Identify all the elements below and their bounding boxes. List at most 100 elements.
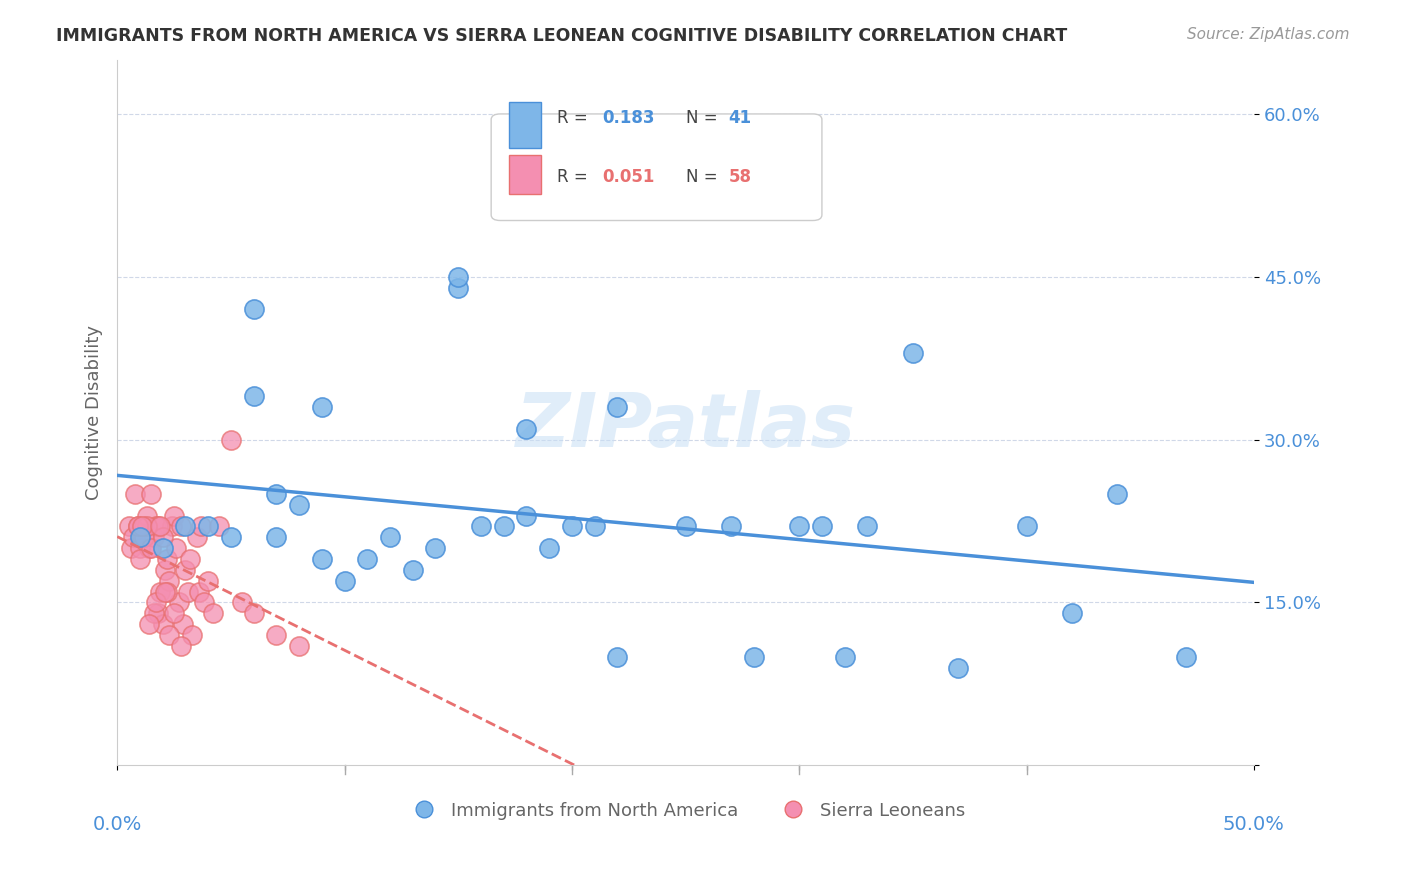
Point	[447, 280, 470, 294]
Point	[231, 595, 253, 609]
Point	[425, 541, 447, 556]
Point	[856, 519, 879, 533]
Point	[129, 541, 152, 556]
Point	[129, 530, 152, 544]
Point	[242, 389, 264, 403]
Point	[146, 607, 169, 621]
Point	[174, 519, 197, 533]
Point	[242, 607, 264, 621]
FancyBboxPatch shape	[491, 114, 823, 220]
Point	[141, 541, 163, 556]
Point	[163, 607, 186, 621]
Text: 0.0%: 0.0%	[93, 814, 142, 834]
Point	[208, 519, 231, 533]
Point	[188, 584, 211, 599]
Point	[219, 530, 242, 544]
Point	[720, 519, 742, 533]
Text: N =: N =	[686, 109, 723, 128]
Point	[120, 541, 142, 556]
Point	[153, 563, 176, 577]
Text: 0.051: 0.051	[603, 169, 655, 186]
Point	[174, 563, 197, 577]
Point	[145, 519, 167, 533]
Point	[124, 487, 146, 501]
Point	[135, 519, 157, 533]
Point	[356, 552, 378, 566]
Point	[167, 595, 190, 609]
Point	[172, 617, 194, 632]
Text: R =: R =	[557, 109, 593, 128]
Point	[170, 639, 193, 653]
Point	[311, 552, 333, 566]
Point	[288, 639, 311, 653]
Point	[129, 552, 152, 566]
Point	[219, 433, 242, 447]
Point	[402, 563, 425, 577]
Y-axis label: Cognitive Disability: Cognitive Disability	[86, 325, 103, 500]
Point	[811, 519, 834, 533]
Point	[787, 519, 810, 533]
Point	[160, 519, 183, 533]
Point	[163, 508, 186, 523]
Point	[538, 541, 561, 556]
Text: ZIPatlas: ZIPatlas	[516, 390, 855, 463]
Point	[131, 530, 153, 544]
Point	[197, 519, 219, 533]
Point	[152, 530, 174, 544]
Point	[131, 519, 153, 533]
Point	[742, 649, 765, 664]
Point	[266, 530, 288, 544]
Text: IMMIGRANTS FROM NORTH AMERICA VS SIERRA LEONEAN COGNITIVE DISABILITY CORRELATION: IMMIGRANTS FROM NORTH AMERICA VS SIERRA …	[56, 27, 1067, 45]
Text: 50.0%: 50.0%	[1223, 814, 1285, 834]
Point	[156, 584, 179, 599]
Point	[583, 519, 606, 533]
Point	[378, 530, 401, 544]
Point	[127, 519, 149, 533]
Point	[153, 584, 176, 599]
Point	[152, 541, 174, 556]
Point	[138, 541, 160, 556]
Point	[138, 617, 160, 632]
Point	[1015, 519, 1038, 533]
Point	[675, 519, 697, 533]
Point	[333, 574, 356, 588]
Point	[606, 649, 628, 664]
Point	[141, 487, 163, 501]
Bar	[509, 102, 541, 148]
Point	[242, 302, 264, 317]
Point	[901, 345, 924, 359]
Point	[492, 519, 515, 533]
Point	[152, 617, 174, 632]
Point	[117, 519, 139, 533]
Point	[149, 519, 172, 533]
Point	[186, 530, 208, 544]
Point	[170, 519, 193, 533]
Point	[156, 552, 179, 566]
Point	[515, 508, 537, 523]
Point	[159, 574, 181, 588]
Point	[149, 584, 172, 599]
Point	[447, 269, 470, 284]
Text: Source: ZipAtlas.com: Source: ZipAtlas.com	[1187, 27, 1350, 42]
Text: 41: 41	[728, 109, 752, 128]
Point	[1107, 487, 1129, 501]
Point	[142, 530, 165, 544]
Point	[606, 400, 628, 414]
Point	[159, 628, 181, 642]
Point	[311, 400, 333, 414]
Point	[561, 519, 583, 533]
Point	[197, 574, 219, 588]
Point	[134, 530, 156, 544]
Point	[1174, 649, 1197, 664]
Point	[146, 519, 169, 533]
Point	[179, 552, 201, 566]
Text: R =: R =	[557, 169, 593, 186]
Text: 58: 58	[728, 169, 752, 186]
Point	[165, 541, 187, 556]
Point	[145, 595, 167, 609]
Point	[134, 519, 156, 533]
Point	[288, 498, 311, 512]
Point	[122, 530, 145, 544]
Point	[834, 649, 856, 664]
Point	[948, 660, 970, 674]
